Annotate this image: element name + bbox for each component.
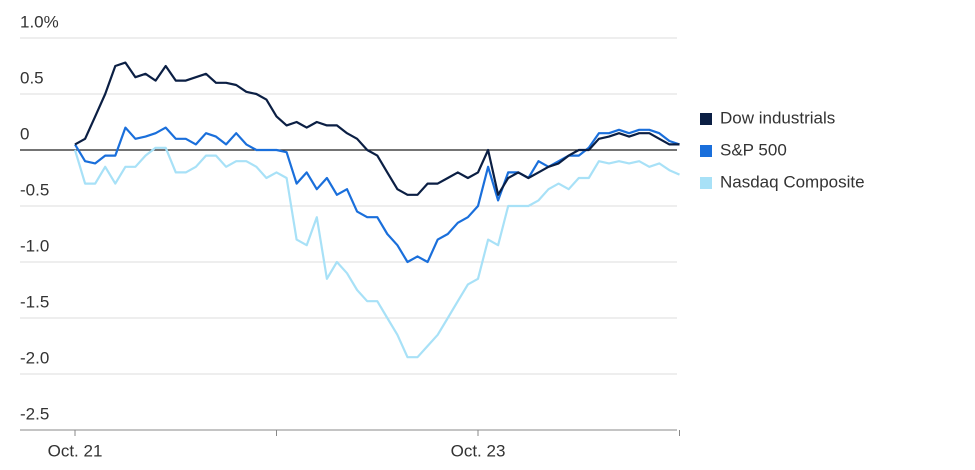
series-line: [73, 146, 680, 359]
y-tick-label: -0.5: [20, 180, 49, 199]
y-tick-label: -2.0: [20, 348, 49, 367]
y-tick-label: 1.0%: [20, 12, 59, 31]
y-tick-label: 0: [20, 124, 29, 143]
y-tick-label: -1.0: [20, 236, 49, 255]
legend-swatch: [700, 145, 712, 157]
legend-label: S&P 500: [720, 140, 787, 159]
legend-label: Nasdaq Composite: [720, 172, 865, 191]
series-line: [74, 61, 680, 196]
legend-swatch: [700, 177, 712, 189]
y-tick-label: 0.5: [20, 68, 44, 87]
x-tick-label: Oct. 23: [451, 441, 506, 460]
legend-swatch: [700, 113, 712, 125]
x-tick-label: Oct. 21: [48, 441, 103, 460]
y-tick-label: -2.5: [20, 404, 49, 423]
series-line: [74, 126, 680, 264]
y-tick-label: -1.5: [20, 292, 49, 311]
legend-label: Dow industrials: [720, 108, 835, 127]
